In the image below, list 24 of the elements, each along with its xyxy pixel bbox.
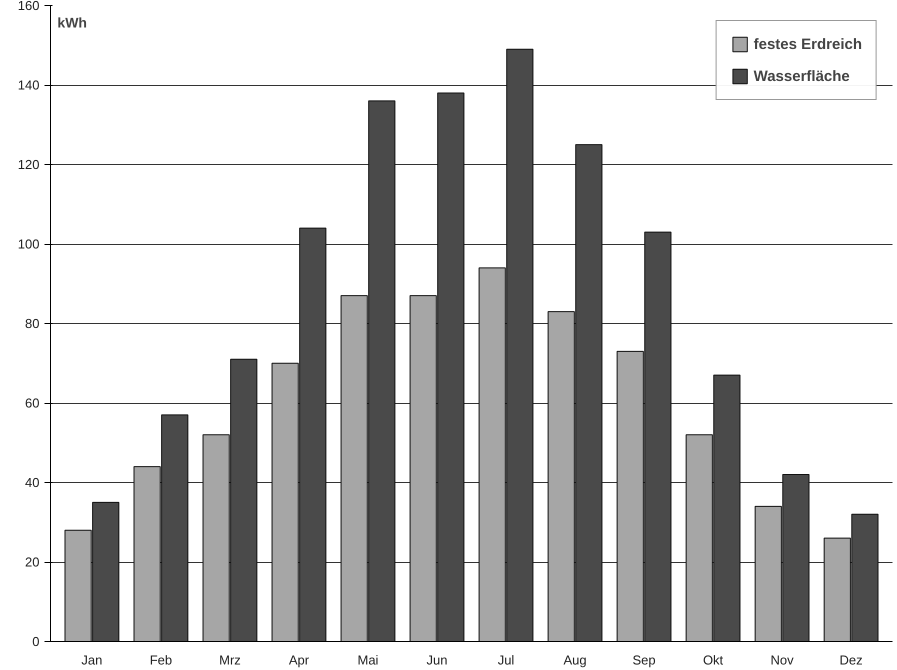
y-tick-label: 120 — [18, 157, 40, 172]
y-tick-label: 40 — [25, 475, 40, 490]
y-tick-label: 60 — [25, 396, 40, 410]
x-tick-label: Jul — [498, 652, 514, 668]
legend-label: festes Erdreich — [754, 36, 862, 52]
y-tick-label: 0 — [32, 634, 40, 649]
x-tick-label: Sep — [632, 652, 656, 668]
y-tick-label: 100 — [18, 236, 40, 252]
x-tick-label: Mrz — [219, 652, 241, 668]
x-tick-label: Dez — [840, 652, 863, 668]
y-tick-label: 20 — [25, 554, 40, 570]
x-tick-label: Okt — [702, 652, 724, 668]
x-tick-label: Aug — [563, 652, 587, 668]
legend-label: Wasserfläche — [754, 68, 850, 84]
y-tick-label: 80 — [25, 316, 40, 331]
y-axis-title: kWh — [57, 14, 87, 30]
x-tick-label: Mai — [358, 652, 379, 668]
x-tick-label: Jun — [426, 652, 448, 668]
y-tick-label: 160 — [18, 0, 40, 13]
x-tick-label: Feb — [150, 652, 172, 668]
x-tick-label: Apr — [288, 652, 310, 668]
y-tick-label: 140 — [18, 78, 40, 92]
x-tick-label: Jan — [81, 652, 102, 668]
x-tick-label: Nov — [770, 652, 794, 668]
